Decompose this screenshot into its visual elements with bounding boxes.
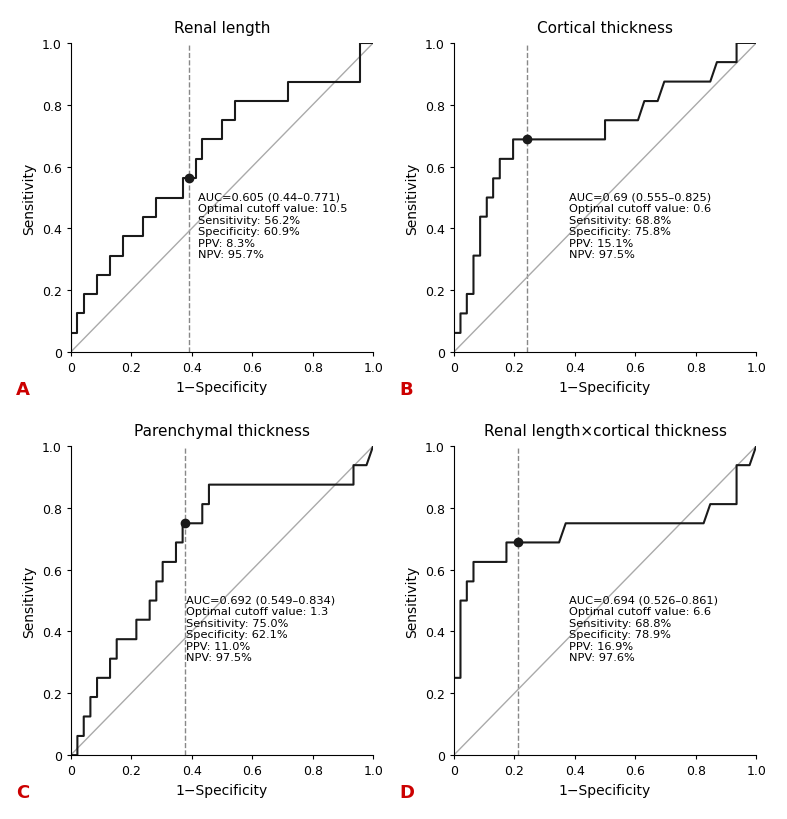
Title: Parenchymal thickness: Parenchymal thickness <box>134 423 310 438</box>
Y-axis label: Sensitivity: Sensitivity <box>405 565 419 637</box>
Title: Renal length×cortical thickness: Renal length×cortical thickness <box>483 423 726 438</box>
X-axis label: 1−Specificity: 1−Specificity <box>559 380 651 394</box>
Text: AUC=0.605 (0.44–0.771)
Optimal cutoff value: 10.5
Sensitivity: 56.2%
Specificity: AUC=0.605 (0.44–0.771) Optimal cutoff va… <box>198 192 347 260</box>
Title: Cortical thickness: Cortical thickness <box>537 20 673 36</box>
Text: A: A <box>17 381 30 399</box>
Y-axis label: Sensitivity: Sensitivity <box>405 162 419 234</box>
Text: D: D <box>399 784 415 802</box>
Text: C: C <box>17 784 30 802</box>
Text: AUC=0.69 (0.555–0.825)
Optimal cutoff value: 0.6
Sensitivity: 68.8%
Specificity:: AUC=0.69 (0.555–0.825) Optimal cutoff va… <box>569 192 711 260</box>
Title: Renal length: Renal length <box>174 20 270 36</box>
X-axis label: 1−Specificity: 1−Specificity <box>176 783 268 797</box>
Text: AUC=0.694 (0.526–0.861)
Optimal cutoff value: 6.6
Sensitivity: 68.8%
Specificity: AUC=0.694 (0.526–0.861) Optimal cutoff v… <box>569 595 718 663</box>
X-axis label: 1−Specificity: 1−Specificity <box>559 783 651 797</box>
X-axis label: 1−Specificity: 1−Specificity <box>176 380 268 394</box>
Y-axis label: Sensitivity: Sensitivity <box>22 162 36 234</box>
Text: B: B <box>399 381 413 399</box>
Y-axis label: Sensitivity: Sensitivity <box>22 565 36 637</box>
Text: AUC=0.692 (0.549–0.834)
Optimal cutoff value: 1.3
Sensitivity: 75.0%
Specificity: AUC=0.692 (0.549–0.834) Optimal cutoff v… <box>186 595 334 663</box>
